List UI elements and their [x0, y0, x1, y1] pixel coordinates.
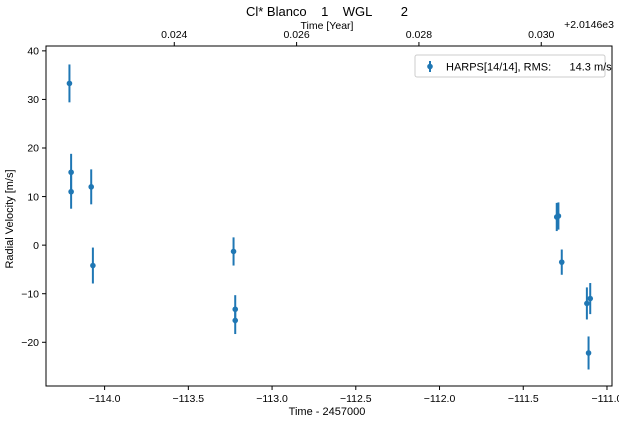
top-x-tick-label: 0.028 — [406, 29, 432, 41]
data-point — [587, 295, 594, 302]
legend-label: HARPS[14/14], RMS: 14.3 m/s — [446, 62, 612, 74]
top-x-tick-label: 0.026 — [283, 29, 309, 41]
x-tick-label: −113.0 — [256, 393, 288, 405]
y-tick-label: 20 — [27, 143, 39, 155]
data-point — [585, 350, 592, 356]
x-tick-label: −111.5 — [508, 393, 539, 405]
legend-box — [414, 54, 606, 78]
data-marks — [66, 64, 594, 370]
data-point — [555, 213, 562, 219]
data-point — [230, 248, 237, 255]
data-point — [68, 169, 74, 176]
x-tick-label: −112.0 — [424, 393, 456, 405]
x-tick-label: −111.0 — [592, 393, 619, 405]
x-tick-label: −113.5 — [173, 393, 205, 405]
data-point — [66, 80, 73, 87]
top-x-axis-offset: +2.0146e3 — [564, 19, 614, 31]
y-axis-label: Radial Velocity [m/s] — [4, 169, 16, 268]
legend-point-marker — [427, 63, 433, 70]
ticks-layer: −114.0 −113.5 −113.0 −112.5 −112.0 −111.5 −111… — [21, 29, 619, 405]
chart-title: Cl* Blanco 1 WGL 2 — [246, 4, 408, 19]
y-tick-label: 30 — [27, 94, 39, 106]
legend: HARPS[14/14], RMS: 14.3 m/s — [414, 54, 612, 78]
data-point — [232, 306, 239, 313]
x-tick-label: −114.0 — [89, 393, 121, 405]
data-point — [584, 300, 590, 307]
data-point — [68, 188, 74, 195]
x-axis-label: Time - 2457000 — [289, 406, 366, 418]
data-point — [90, 262, 96, 269]
y-tick-label: −20 — [21, 337, 39, 349]
x-tick-label: −112.5 — [340, 393, 372, 405]
data-point — [558, 259, 565, 265]
data-point — [88, 184, 95, 190]
y-tick-label: 40 — [27, 46, 39, 58]
y-tick-label: −10 — [21, 288, 39, 300]
top-x-tick-label: 0.024 — [161, 29, 187, 41]
plot-frame — [45, 45, 613, 387]
y-tick-label: 0 — [33, 240, 39, 252]
y-tick-label: 10 — [27, 191, 39, 203]
top-x-tick-label: 0.030 — [528, 29, 554, 41]
top-x-axis-label: Time [Year] — [301, 20, 354, 32]
